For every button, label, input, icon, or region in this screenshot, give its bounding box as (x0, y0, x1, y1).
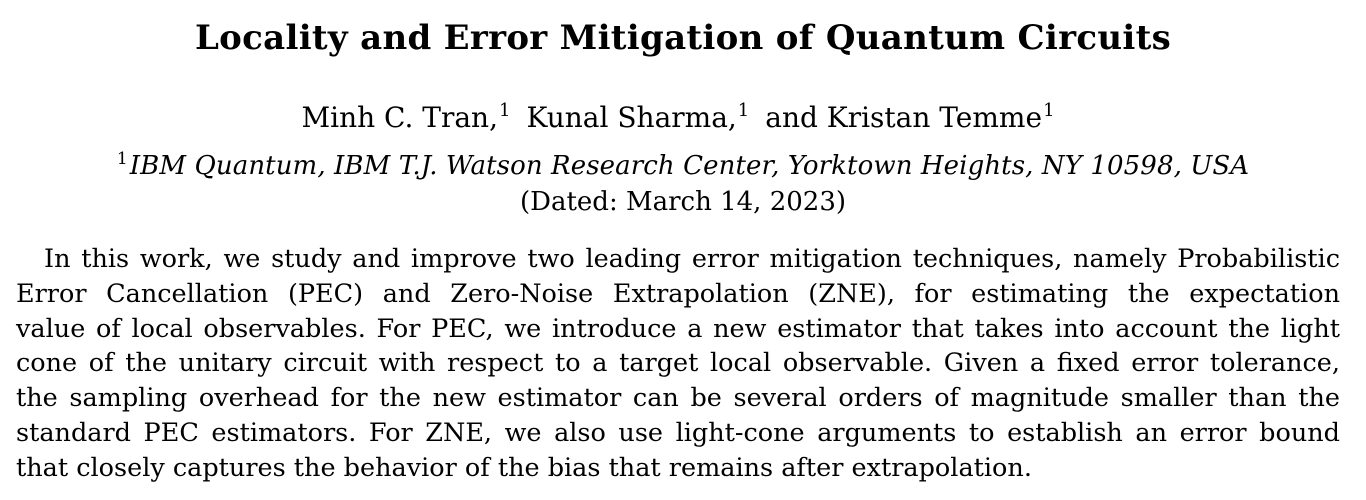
author-list: Minh C. Tran,1 Kunal Sharma,1 and Kristan … (0, 98, 1356, 142)
abstract-line: cone of the unitary circuit with respect… (16, 348, 1340, 379)
abstract-line: In this work, we study and improve two l… (44, 244, 1340, 274)
author-name: and Kristan Temme (765, 101, 1043, 134)
abstract-line: value of local observables. For PEC, we … (16, 313, 1340, 344)
author-name: Kunal Sharma, (526, 101, 737, 134)
affiliation-mark: 1 (116, 149, 128, 169)
abstract-line: standard PEC estimators. For ZNE, we als… (16, 417, 1340, 448)
author-name: Minh C. Tran, (301, 101, 498, 134)
date-line: (Dated: March 14, 2023) (519, 187, 847, 217)
affiliation-mark: 1 (737, 100, 750, 121)
abstract-line: the sampling overhead for the new estima… (16, 383, 1340, 414)
abstract-line: that closely captures the behavior of th… (16, 452, 1032, 483)
affiliation-mark: 1 (498, 100, 511, 121)
abstract: In this work, we study and improve two l… (16, 242, 1340, 486)
paper-title: Locality and Error Mitigation of Quantum… (194, 18, 1172, 58)
affiliation-mark: 1 (1043, 100, 1055, 121)
abstract-line: Error Cancellation (PEC) and Zero-Noise … (16, 278, 1340, 309)
affiliation-text: IBM Quantum, IBM T.J. Watson Research Ce… (129, 151, 1250, 181)
affiliation: 1IBM Quantum, IBM T.J. Watson Research C… (0, 148, 1366, 187)
